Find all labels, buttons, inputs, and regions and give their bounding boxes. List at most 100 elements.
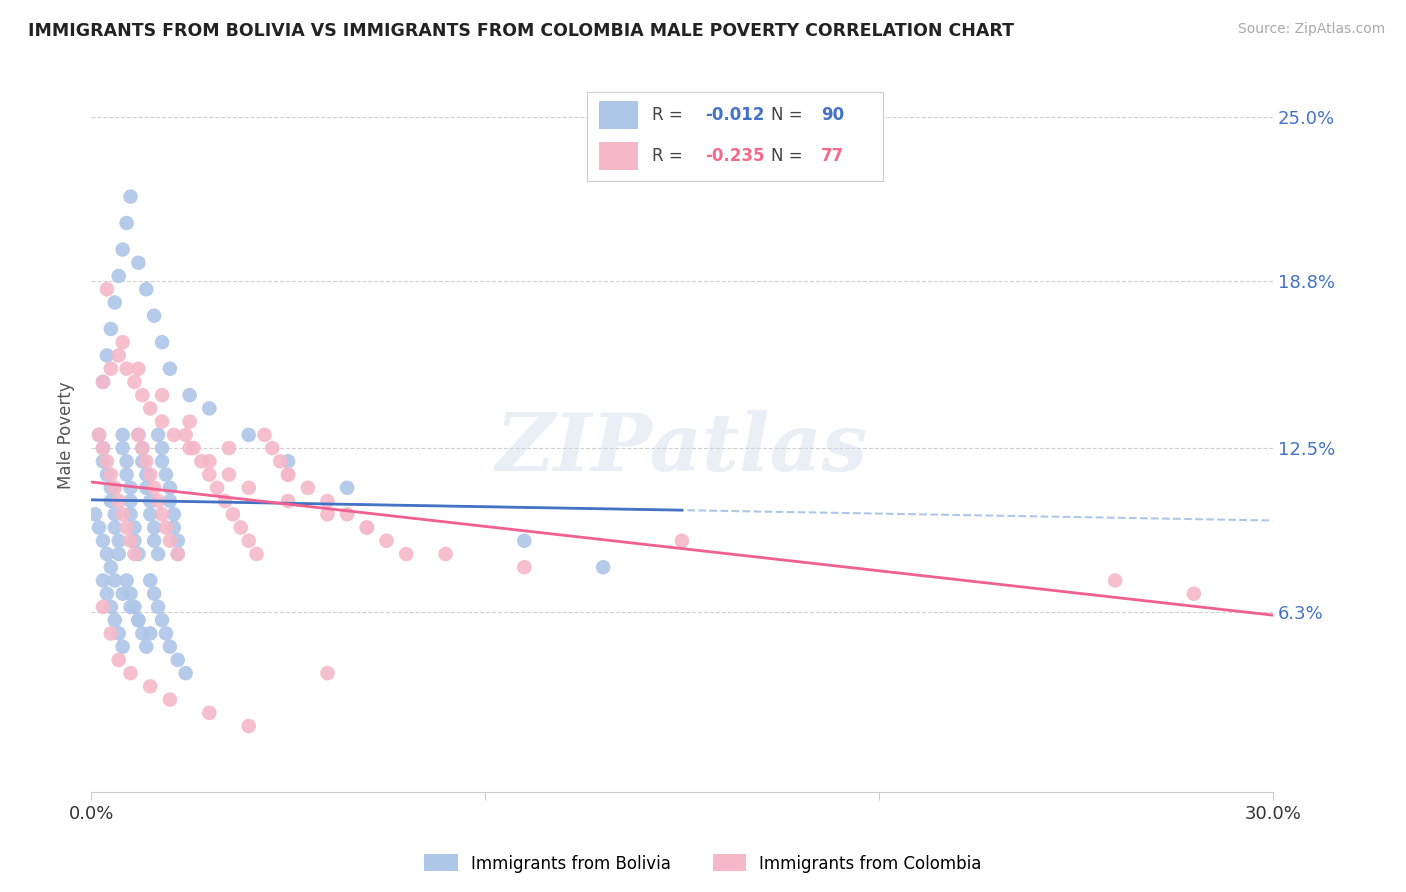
Y-axis label: Male Poverty: Male Poverty	[58, 381, 75, 489]
Point	[229, 520, 252, 534]
Point	[96, 454, 118, 468]
Point	[143, 533, 166, 548]
Point	[120, 533, 142, 548]
Point	[269, 454, 291, 468]
Point	[238, 533, 260, 548]
Point	[104, 481, 127, 495]
Point	[163, 520, 186, 534]
Point	[111, 640, 134, 654]
Point	[107, 268, 129, 283]
Point	[163, 508, 186, 522]
Point	[111, 335, 134, 350]
Point	[277, 454, 299, 468]
Point	[1182, 587, 1205, 601]
Text: Source: ZipAtlas.com: Source: ZipAtlas.com	[1237, 22, 1385, 37]
Point	[356, 520, 378, 534]
Point	[174, 666, 197, 681]
Point	[127, 428, 149, 442]
Point	[155, 467, 177, 482]
Point	[513, 560, 536, 574]
Point	[166, 653, 188, 667]
Point	[107, 547, 129, 561]
Legend: Immigrants from Bolivia, Immigrants from Colombia: Immigrants from Bolivia, Immigrants from…	[418, 847, 988, 880]
Point	[150, 613, 173, 627]
Point	[356, 520, 378, 534]
Point	[111, 587, 134, 601]
Point	[135, 454, 157, 468]
Point	[277, 467, 299, 482]
Point	[127, 361, 149, 376]
Point	[316, 494, 339, 508]
Point	[198, 467, 221, 482]
Point	[91, 441, 114, 455]
Point	[131, 441, 153, 455]
Point	[131, 388, 153, 402]
Point	[218, 467, 240, 482]
Point	[139, 401, 162, 416]
Point	[214, 494, 236, 508]
Point	[316, 666, 339, 681]
Point	[592, 560, 614, 574]
Point	[143, 520, 166, 534]
Point	[115, 216, 138, 230]
Point	[159, 640, 181, 654]
Point	[166, 547, 188, 561]
Point	[238, 428, 260, 442]
Point	[139, 626, 162, 640]
Point	[111, 508, 134, 522]
Point	[166, 547, 188, 561]
Point	[91, 454, 114, 468]
Point	[253, 428, 276, 442]
Point	[131, 441, 153, 455]
Point	[146, 547, 169, 561]
Point	[183, 441, 205, 455]
Point	[139, 508, 162, 522]
Point	[124, 533, 146, 548]
Point	[104, 574, 127, 588]
Point	[100, 626, 122, 640]
Point	[262, 441, 284, 455]
Point	[107, 494, 129, 508]
Point	[198, 401, 221, 416]
Point	[143, 481, 166, 495]
Point	[127, 256, 149, 270]
Point	[120, 494, 142, 508]
Point	[159, 692, 181, 706]
Point	[671, 533, 693, 548]
Point	[120, 481, 142, 495]
Point	[107, 348, 129, 362]
Point	[127, 428, 149, 442]
Point	[87, 520, 110, 534]
Point	[139, 679, 162, 693]
Point	[104, 520, 127, 534]
Point	[96, 348, 118, 362]
Point	[245, 547, 267, 561]
Point	[96, 587, 118, 601]
Point	[159, 533, 181, 548]
Point	[434, 547, 457, 561]
Point	[277, 494, 299, 508]
Point	[163, 428, 186, 442]
Point	[205, 481, 228, 495]
Point	[166, 533, 188, 548]
Point	[1104, 574, 1126, 588]
Point	[222, 508, 245, 522]
Point	[100, 361, 122, 376]
Point	[87, 428, 110, 442]
Point	[159, 494, 181, 508]
Point	[115, 574, 138, 588]
Point	[115, 520, 138, 534]
Point	[198, 706, 221, 720]
Point	[91, 574, 114, 588]
Point	[179, 441, 201, 455]
Point	[146, 599, 169, 614]
Point	[395, 547, 418, 561]
Point	[336, 481, 359, 495]
Point	[96, 467, 118, 482]
Point	[91, 441, 114, 455]
Point	[107, 653, 129, 667]
Point	[135, 481, 157, 495]
Point	[91, 599, 114, 614]
Point	[127, 613, 149, 627]
Point	[159, 481, 181, 495]
